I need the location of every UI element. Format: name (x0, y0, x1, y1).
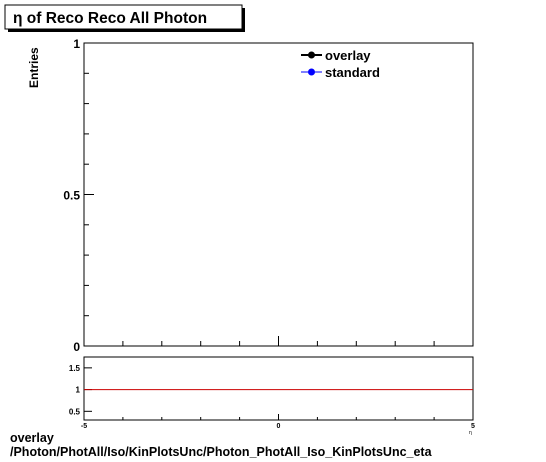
main-y-axis: 00.51 (63, 37, 94, 354)
footer-line-1: overlay (10, 431, 54, 445)
ratio-x-tick-label: 5 (471, 423, 475, 430)
ratio-y-tick-label: 1.5 (69, 364, 81, 373)
ratio-x-tick-label: 0 (277, 423, 281, 430)
footer-line-2: /Photon/PhotAll/Iso/KinPlotsUnc/Photon_P… (10, 445, 432, 459)
title-box: η of Reco Reco All Photon (4, 4, 245, 32)
main-y-axis-label: Entries (27, 47, 41, 88)
main-y-tick-label: 0 (73, 340, 80, 354)
ratio-x-axis-label: η (469, 430, 472, 436)
ratio-plot-frame (83, 356, 474, 421)
legend-marker-overlay (308, 51, 315, 59)
main-y-tick-label: 0.5 (63, 189, 80, 203)
legend: overlay standard (301, 48, 380, 80)
ratio-y-tick-label: 1 (76, 386, 81, 395)
legend-label-overlay: overlay (325, 48, 371, 63)
legend-label-standard: standard (325, 65, 380, 80)
legend-marker-standard (308, 68, 315, 76)
ratio-y-tick-label: 0.5 (69, 407, 81, 416)
main-plot-frame (83, 42, 474, 347)
ratio-axes: 0.5 1 1.5 -5 0 5 (69, 364, 475, 430)
main-y-tick-label: 1 (73, 37, 80, 51)
ratio-x-tick-label: -5 (81, 423, 87, 430)
footer-path: overlay /Photon/PhotAll/Iso/KinPlotsUnc/… (10, 431, 432, 459)
chart-title: η of Reco Reco All Photon (13, 10, 207, 27)
main-x-axis (83, 336, 474, 346)
